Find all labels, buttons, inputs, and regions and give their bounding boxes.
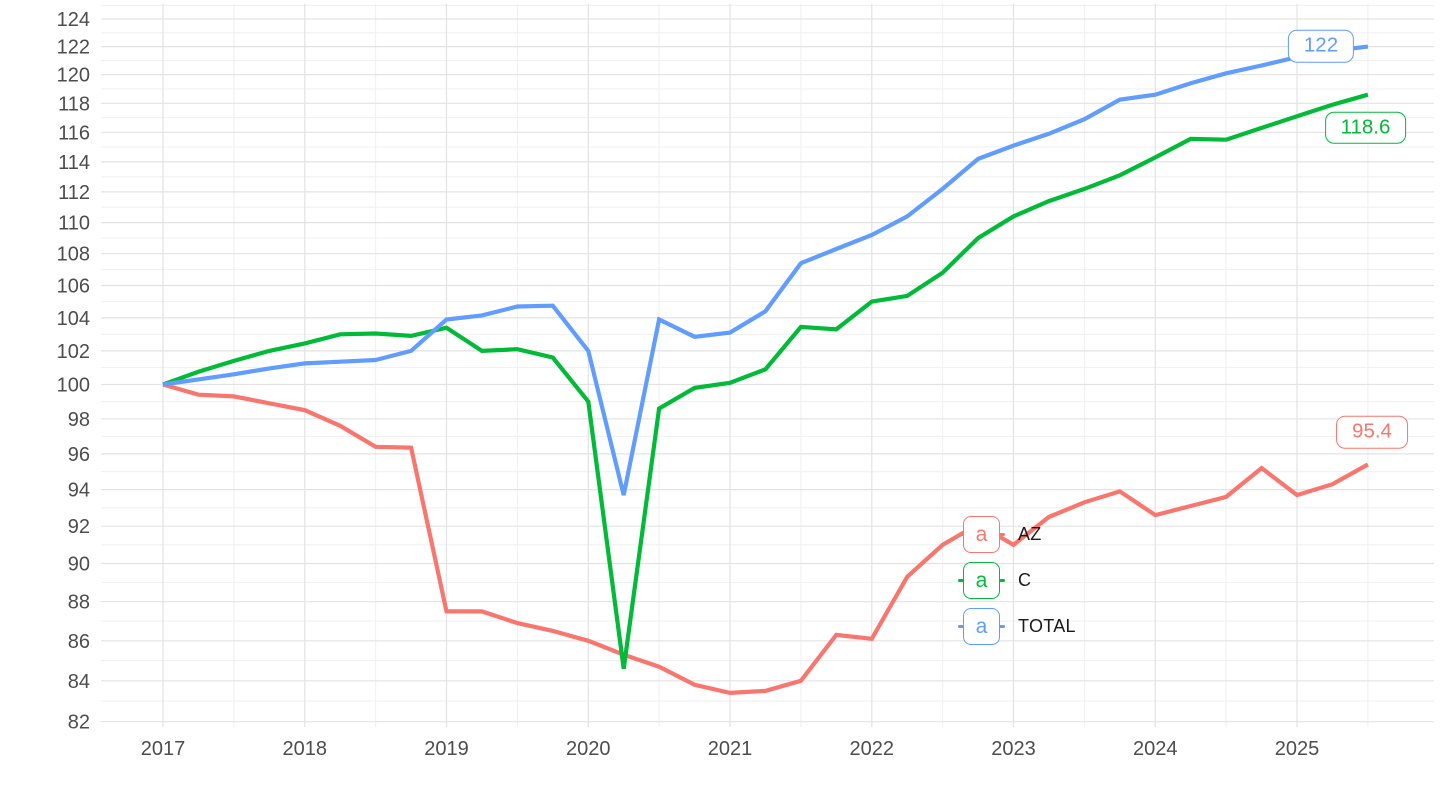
y-tick-label: 106 xyxy=(57,276,90,298)
y-tick-label: 124 xyxy=(57,9,90,31)
y-tick-label: 114 xyxy=(58,152,90,174)
x-tick-label: 2021 xyxy=(708,738,753,760)
y-tick-label: 88 xyxy=(68,592,90,614)
legend-symbol-box: a xyxy=(963,562,1000,599)
y-tick-label: 94 xyxy=(68,480,90,502)
legend-key: a xyxy=(958,562,1005,599)
y-tick-label: 122 xyxy=(57,37,90,59)
y-tick-label: 104 xyxy=(57,308,90,330)
end-label-total: 122 xyxy=(1287,29,1355,63)
legend-symbol-box: a xyxy=(963,516,1000,553)
y-tick-label: 100 xyxy=(57,375,90,397)
x-tick-label: 2019 xyxy=(424,738,469,760)
legend-key: a xyxy=(958,516,1005,553)
legend-label: TOTAL xyxy=(1018,616,1076,636)
series-line-total xyxy=(162,44,1369,496)
y-tick-label: 86 xyxy=(68,631,90,653)
y-tick-label: 110 xyxy=(58,213,90,235)
y-tick-label: 120 xyxy=(57,65,90,87)
x-tick-label: 2018 xyxy=(283,738,328,760)
y-tick-label: 92 xyxy=(68,516,90,538)
y-tick-label: 102 xyxy=(57,341,90,363)
y-tick-label: 84 xyxy=(68,671,90,693)
legend-item-az: a AZ xyxy=(958,516,1042,553)
legend-item-total: a TOTAL xyxy=(958,608,1076,645)
y-tick-label: 90 xyxy=(68,554,90,576)
y-tick-label: 82 xyxy=(68,712,90,734)
legend-key: a xyxy=(958,608,1005,645)
y-tick-label: 116 xyxy=(58,122,90,144)
series-line-az xyxy=(162,382,1369,696)
x-tick-label: 2020 xyxy=(566,738,611,760)
series-line-c xyxy=(162,92,1369,669)
y-tick-label: 112 xyxy=(58,182,90,204)
x-tick-label: 2025 xyxy=(1275,738,1320,760)
y-tick-label: 98 xyxy=(68,409,90,431)
y-tick-label: 96 xyxy=(68,444,90,466)
y-tick-label: 108 xyxy=(57,244,90,266)
x-tick-label: 2022 xyxy=(850,738,895,760)
end-label-c: 118.6 xyxy=(1324,111,1407,144)
legend-label: AZ xyxy=(1018,524,1042,544)
legend-label: C xyxy=(1018,570,1032,590)
x-tick-label: 2024 xyxy=(1133,738,1178,760)
y-tick-label: 118 xyxy=(58,93,90,115)
x-tick-label: 2017 xyxy=(141,738,186,760)
end-label-az: 95.4 xyxy=(1336,415,1408,449)
legend-symbol-box: a xyxy=(963,608,1000,645)
x-tick-label: 2023 xyxy=(991,738,1036,760)
